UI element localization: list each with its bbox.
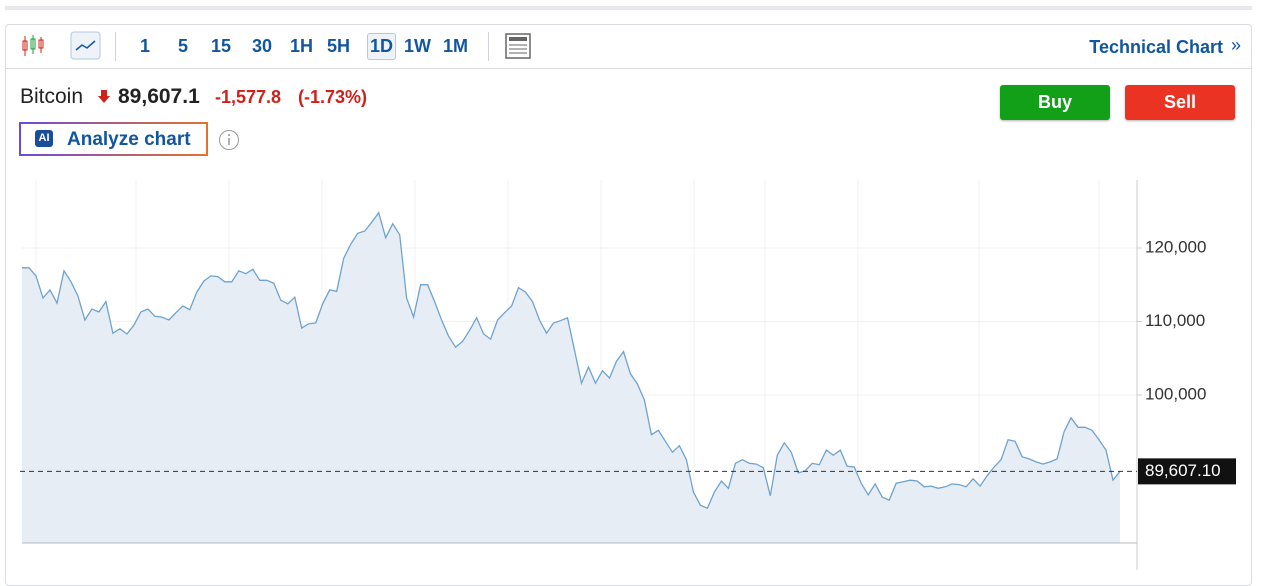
interval-button[interactable]: 5 [178,36,189,56]
toolbar: Technical Chart » 1 5 15 30 1H 5H 1D 1W 1M [6,25,1251,69]
change-percent: (-1.73%) [298,87,368,107]
down-arrow [98,90,110,103]
interval-button[interactable]: 1M [443,36,469,56]
price: 89,607.1 [118,85,200,108]
separator [115,32,116,61]
analyze-chart-label: Analyze chart [67,129,191,150]
area-icon[interactable] [70,31,102,61]
separator [488,32,489,61]
top-bar [5,6,1252,10]
layout-icon[interactable] [503,31,533,61]
interval-button[interactable]: 1H [290,36,314,56]
interval-button[interactable]: 15 [211,36,232,56]
interval-button[interactable]: 1D [367,33,397,60]
change: -1,577.8 [215,87,282,107]
page: {"toolbar": {"intervals": ["1", "5", "15… [5,6,1252,586]
technical-chart-link[interactable]: Technical Chart [1089,37,1223,57]
interval-button[interactable]: 1W [404,36,431,56]
interval-button[interactable]: 30 [252,36,273,56]
buy-button[interactable]: Buy [1000,85,1110,120]
link-arrow[interactable]: » [1230,35,1241,55]
ai-badge: AI [35,130,53,147]
screen: Technical Chart » 1 5 15 30 1H 5H 1D 1W 1M Bitco… [5,6,1252,586]
interval-button[interactable]: 5H [327,36,351,56]
interval-button[interactable]: 1 [140,36,151,56]
instrument-name: Bitcoin [20,85,84,108]
info-icon[interactable] [217,128,241,152]
sell-button[interactable]: Sell [1125,85,1235,120]
analyze-chart-button[interactable]: AI Analyze chart [19,122,208,156]
candles-icon[interactable] [20,32,50,62]
